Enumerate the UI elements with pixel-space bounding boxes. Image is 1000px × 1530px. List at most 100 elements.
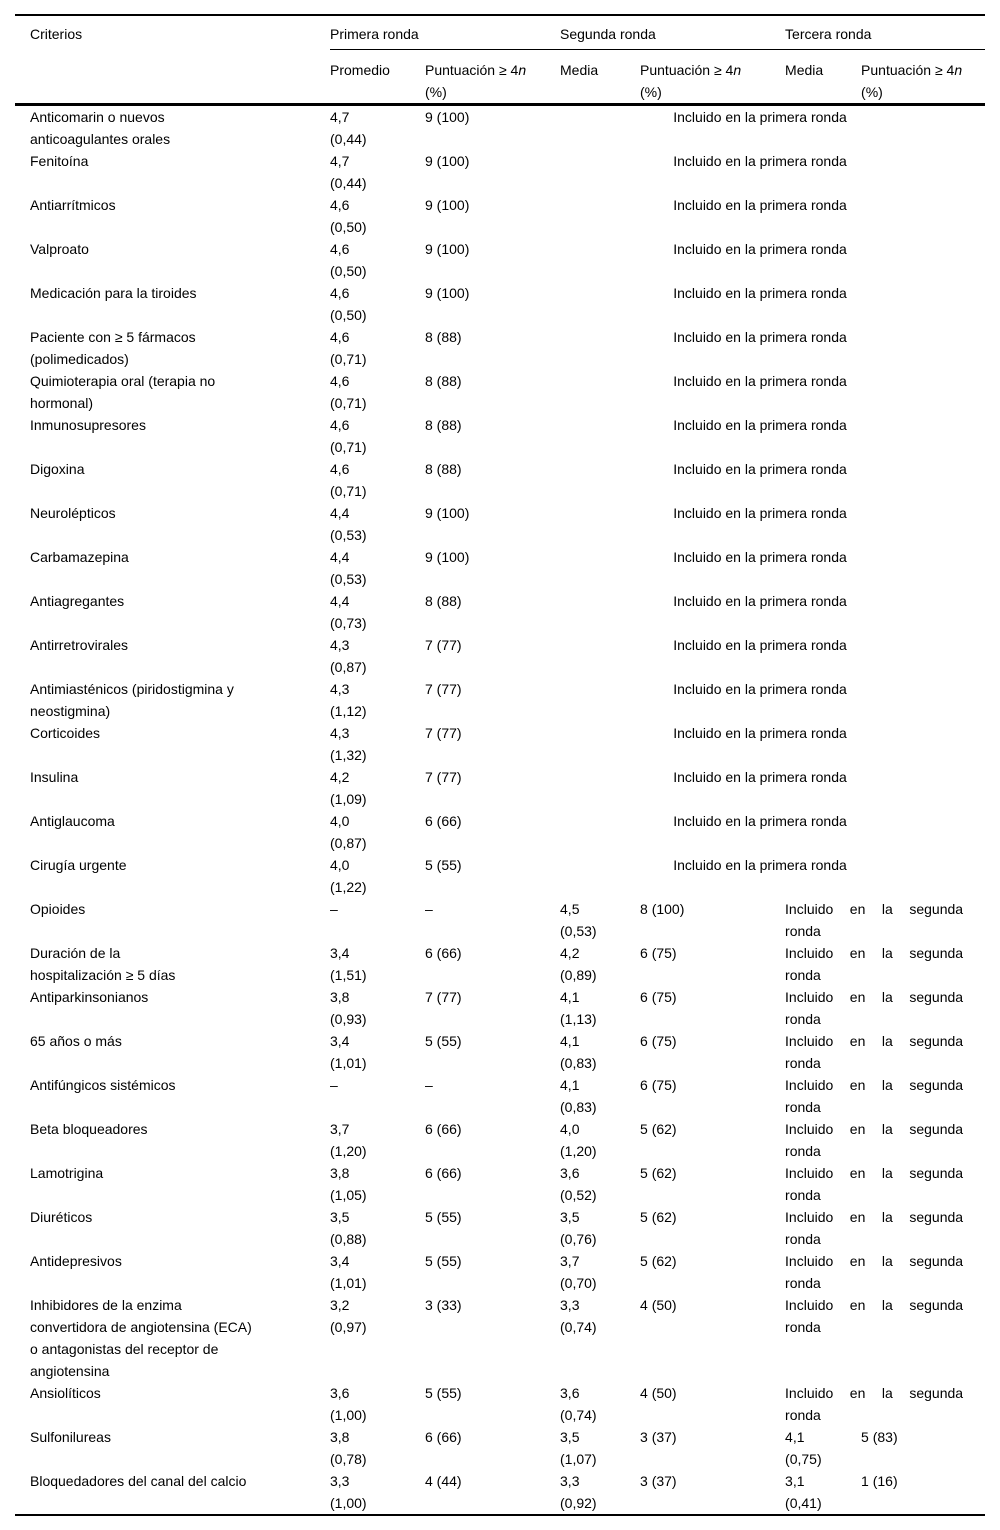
sd-value: (1,51) (330, 966, 367, 983)
round2-mean-sd: 3,5 (1,07) (560, 1426, 640, 1470)
criterion-name: Antiarrítmicos (30, 196, 116, 213)
mean-value: 3,8 (330, 1164, 350, 1181)
table-row: Antiglaucoma 4,0 (0,87) 6 (66) Incluido en … (15, 810, 985, 854)
round1-score: 6 (66) (425, 1428, 462, 1445)
sd-value: (0,44) (330, 174, 367, 191)
round2-score: 6 (75) (640, 1076, 677, 1093)
col-header-promedio: Promedio (330, 49, 425, 106)
mean-value: 3,2 (330, 1296, 350, 1313)
round1-score: 7 (77) (425, 988, 462, 1005)
round1-score: – (425, 1076, 433, 1093)
inclusion-note-first-round: Incluido en la primera ronda (673, 812, 847, 829)
round1-score: 9 (100) (425, 152, 470, 169)
criterion-name: Antifúngicos sistémicos (30, 1076, 176, 1093)
round1-score: 9 (100) (425, 196, 470, 213)
criterion-name: Antidepresivos (30, 1252, 122, 1269)
round1-mean-sd: 4,0 (0,87) (330, 810, 425, 854)
round1-score: 4 (44) (425, 1472, 462, 1489)
round1-score: 9 (100) (425, 504, 470, 521)
inclusion-note-first-round: Incluido en la primera ronda (673, 636, 847, 653)
criterion-name: Antiglaucoma (30, 812, 115, 829)
criterion-name: Inhibidores de la enzima convertidora de… (30, 1296, 252, 1379)
sd-value: (0,53) (330, 526, 367, 543)
round1-score: 5 (55) (425, 1384, 462, 1401)
sd-value: (0,87) (330, 658, 367, 675)
round1-mean-sd: – (330, 898, 425, 942)
table-row: Quimioterapia oral (terapia no hormonal)… (15, 370, 985, 414)
mean-value: 4,1 (560, 1032, 580, 1049)
mean-value: 4,3 (330, 636, 350, 653)
sd-value: (1,09) (330, 790, 367, 807)
table-body: Anticomarin o nuevos anticoagulantes ora… (15, 104, 985, 1515)
inclusion-note-first-round: Incluido en la primera ronda (673, 284, 847, 301)
table-row: Antidepresivos 3,4 (1,01) 5 (55) 3,7 (0,70)… (15, 1250, 985, 1294)
round2-mean-sd: 4,1 (0,83) (560, 1074, 640, 1118)
round1-score: 8 (88) (425, 328, 462, 345)
round2-mean-sd: 3,3 (0,74) (560, 1294, 640, 1382)
mean-value: 3,7 (330, 1120, 350, 1137)
round1-mean-sd: 4,4 (0,53) (330, 502, 425, 546)
inclusion-note-second-round: Incluido en la segunda ronda (785, 944, 964, 983)
sd-value: (1,22) (330, 878, 367, 895)
mean-value: 3,5 (560, 1428, 580, 1445)
table-row: Lamotrigina 3,8 (1,05) 6 (66) 3,6 (0,52) 5 (… (15, 1162, 985, 1206)
sd-value: (0,71) (330, 438, 367, 455)
round1-score: 6 (66) (425, 944, 462, 961)
round1-score: 8 (88) (425, 460, 462, 477)
mean-value: 4,1 (785, 1428, 805, 1445)
mean-value: 4,6 (330, 284, 350, 301)
mean-value: 3,7 (560, 1252, 580, 1269)
round1-score: 7 (77) (425, 636, 462, 653)
round1-score: 5 (55) (425, 856, 462, 873)
inclusion-note-first-round: Incluido en la primera ronda (673, 108, 847, 125)
sd-value: (1,20) (330, 1142, 367, 1159)
table-row: Antiagregantes 4,4 (0,73) 8 (88) Incluido e… (15, 590, 985, 634)
sd-value: (0,71) (330, 482, 367, 499)
round1-score: 5 (55) (425, 1252, 462, 1269)
sd-value: (1,07) (560, 1450, 597, 1467)
table-row: Antiarrítmicos 4,6 (0,50) 9 (100) Incluido … (15, 194, 985, 238)
round1-mean-sd: 4,2 (1,09) (330, 766, 425, 810)
round1-score: 9 (100) (425, 548, 470, 565)
table-row: Cirugía urgente 4,0 (1,22) 5 (55) Incluido … (15, 854, 985, 898)
round1-mean-sd: 4,6 (0,50) (330, 238, 425, 282)
table-row: Beta bloqueadores 3,7 (1,20) 6 (66) 4,0 (1,… (15, 1118, 985, 1162)
table-row: Opioides – –4,5 (0,53) 8 (100) Incluido en … (15, 898, 985, 942)
criterion-name: Paciente con ≥ 5 fármacos (polimedicados… (30, 328, 196, 367)
table-row: Duración de la hospitalización ≥ 5 días 3… (15, 942, 985, 986)
mean-value: 4,7 (330, 152, 350, 169)
criterion-name: Antiparkinsonianos (30, 988, 149, 1005)
mean-value: 3,6 (330, 1384, 350, 1401)
sd-value: (0,44) (330, 130, 367, 147)
sd-value: (0,92) (560, 1494, 597, 1511)
mean-value: 4,2 (330, 768, 350, 785)
round2-score: 6 (75) (640, 988, 677, 1005)
col-header-media-r3: Media (785, 49, 862, 106)
sd-value: (0,93) (330, 1010, 367, 1027)
sd-value: (1,01) (330, 1274, 367, 1291)
round3-score: 1 (16) (861, 1472, 898, 1489)
sd-value: (1,00) (330, 1406, 367, 1423)
sd-value: (0,71) (330, 350, 367, 367)
round1-score: 9 (100) (425, 108, 470, 125)
criterion-name: Medicación para la tiroides (30, 284, 197, 301)
round1-score: 8 (88) (425, 416, 462, 433)
round2-mean-sd: 4,0 (1,20) (560, 1118, 640, 1162)
round1-mean-sd: 3,8 (0,93) (330, 986, 425, 1030)
col-header-score-r1: Puntuación ≥ 4n (%) (425, 49, 561, 106)
inclusion-note-second-round: Incluido en la segunda ronda (785, 988, 964, 1027)
criterion-name: Quimioterapia oral (terapia no hormonal) (30, 372, 216, 411)
table-row: Antimiasténicos (piridostigmina y neosti… (15, 678, 985, 722)
mean-value: 3,4 (330, 1032, 350, 1049)
inclusion-note-first-round: Incluido en la primera ronda (673, 372, 847, 389)
sd-value: (0,88) (330, 1230, 367, 1247)
sd-value: (0,50) (330, 262, 367, 279)
round1-score: 6 (66) (425, 1164, 462, 1181)
round1-score: 6 (66) (425, 1120, 462, 1137)
mean-value: 4,1 (560, 988, 580, 1005)
criterion-name: 65 años o más (30, 1032, 122, 1049)
round1-mean-sd: 3,2 (0,97) (330, 1294, 425, 1382)
sd-value: (0,50) (330, 218, 367, 235)
table-row: Medicación para la tiroides 4,6 (0,50) 9 (… (15, 282, 985, 326)
table-row: Corticoides 4,3 (1,32) 7 (77) Incluido en l… (15, 722, 985, 766)
